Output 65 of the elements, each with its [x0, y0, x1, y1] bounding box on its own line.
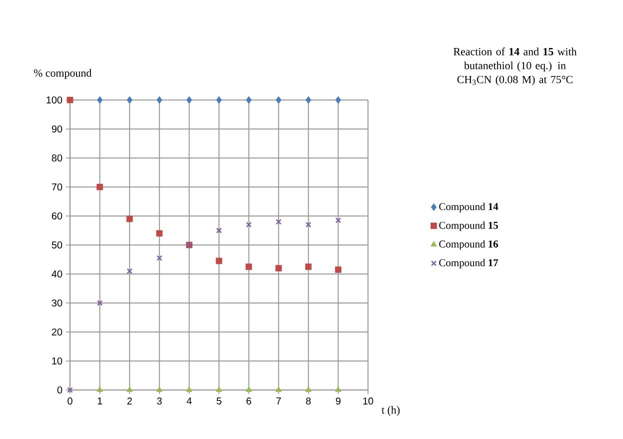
point	[305, 264, 312, 270]
point	[306, 96, 312, 104]
point	[96, 300, 103, 306]
y-axis-title: % compound	[34, 69, 92, 79]
point	[156, 255, 162, 261]
y-tick-label: 60	[52, 212, 62, 220]
x-tick-label: 6	[246, 397, 252, 405]
point	[275, 386, 282, 392]
y-tick-label: 30	[52, 299, 62, 307]
x-tick-label: 0	[68, 397, 72, 405]
point	[216, 96, 222, 104]
x-tick-label: 3	[157, 397, 162, 405]
point	[186, 96, 192, 104]
point	[246, 264, 252, 270]
point	[67, 387, 73, 393]
point	[126, 216, 133, 222]
legend-label: Compound 16	[439, 240, 498, 250]
point	[246, 222, 252, 228]
x-tick-label: 10	[363, 397, 374, 405]
y-tick-label: 0	[57, 386, 62, 394]
y-tick-label: 20	[52, 328, 62, 336]
point	[126, 96, 132, 104]
chart-title: Reaction of 14 and 15 with butanethiol (10 eq.) in CH$_{3}$CN (0.08 M) at 75°C	[454, 48, 577, 86]
point	[66, 96, 74, 104]
point	[96, 184, 103, 190]
y-tick-label: 50	[52, 241, 62, 249]
y-tick-label: 10	[52, 357, 62, 365]
point	[96, 386, 103, 392]
y-tick-label: 90	[52, 125, 62, 133]
point	[186, 386, 192, 392]
point	[335, 266, 342, 273]
x-tick-label: 8	[306, 397, 311, 405]
x-axis-title: t (h)	[382, 406, 400, 416]
legend-label: Compound 17	[439, 258, 498, 268]
point	[126, 268, 133, 274]
x-tick-label: 4	[186, 397, 192, 404]
point	[216, 228, 222, 234]
point	[275, 264, 282, 272]
point	[156, 386, 163, 392]
point	[276, 96, 282, 104]
point	[335, 96, 342, 104]
point	[246, 386, 252, 392]
point	[96, 96, 103, 104]
point	[335, 217, 342, 224]
point	[335, 386, 342, 392]
y-tick-label: 80	[52, 154, 62, 162]
y-tick-label: 40	[52, 270, 62, 278]
x-tick-label: 9	[336, 397, 341, 405]
point	[216, 386, 222, 392]
point	[276, 218, 282, 225]
x-tick-label: 5	[216, 397, 222, 404]
y-tick-label: 70	[52, 183, 62, 191]
point	[126, 386, 133, 392]
legend-label: Compound 14	[439, 202, 498, 212]
x-tick-label: 2	[127, 397, 132, 404]
point	[216, 258, 222, 264]
x-tick-label: 7	[276, 397, 281, 404]
point	[156, 230, 163, 237]
point	[156, 96, 162, 104]
point	[246, 96, 252, 104]
y-tick-label: 100	[46, 96, 62, 104]
point	[305, 386, 312, 392]
point	[306, 222, 312, 228]
x-tick-label: 1	[98, 397, 102, 404]
legend-label: Compound 15	[439, 221, 498, 231]
